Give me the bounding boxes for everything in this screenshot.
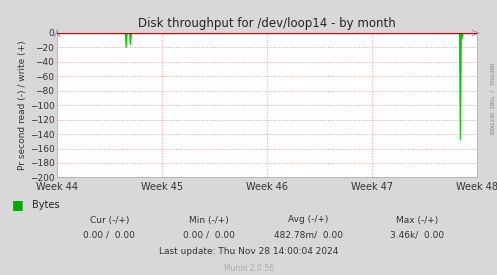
Text: ■: ■ xyxy=(11,198,23,211)
Text: 482.78m/  0.00: 482.78m/ 0.00 xyxy=(274,231,342,240)
Text: 0.00 /  0.00: 0.00 / 0.00 xyxy=(183,231,235,240)
Text: RRDTOOL / TOBI OETIKER: RRDTOOL / TOBI OETIKER xyxy=(489,63,494,135)
Text: Bytes: Bytes xyxy=(32,200,60,210)
Title: Disk throughput for /dev/loop14 - by month: Disk throughput for /dev/loop14 - by mon… xyxy=(138,17,396,31)
Text: Munin 2.0.56: Munin 2.0.56 xyxy=(224,264,273,273)
Text: 3.46k/  0.00: 3.46k/ 0.00 xyxy=(391,231,444,240)
Text: Max (-/+): Max (-/+) xyxy=(396,216,439,224)
Y-axis label: Pr second read (-) / write (+): Pr second read (-) / write (+) xyxy=(18,40,27,170)
Text: Last update: Thu Nov 28 14:00:04 2024: Last update: Thu Nov 28 14:00:04 2024 xyxy=(159,247,338,256)
Text: Avg (-/+): Avg (-/+) xyxy=(288,216,329,224)
Text: 0.00 /  0.00: 0.00 / 0.00 xyxy=(83,231,135,240)
Text: Cur (-/+): Cur (-/+) xyxy=(89,216,129,224)
Text: Min (-/+): Min (-/+) xyxy=(189,216,229,224)
